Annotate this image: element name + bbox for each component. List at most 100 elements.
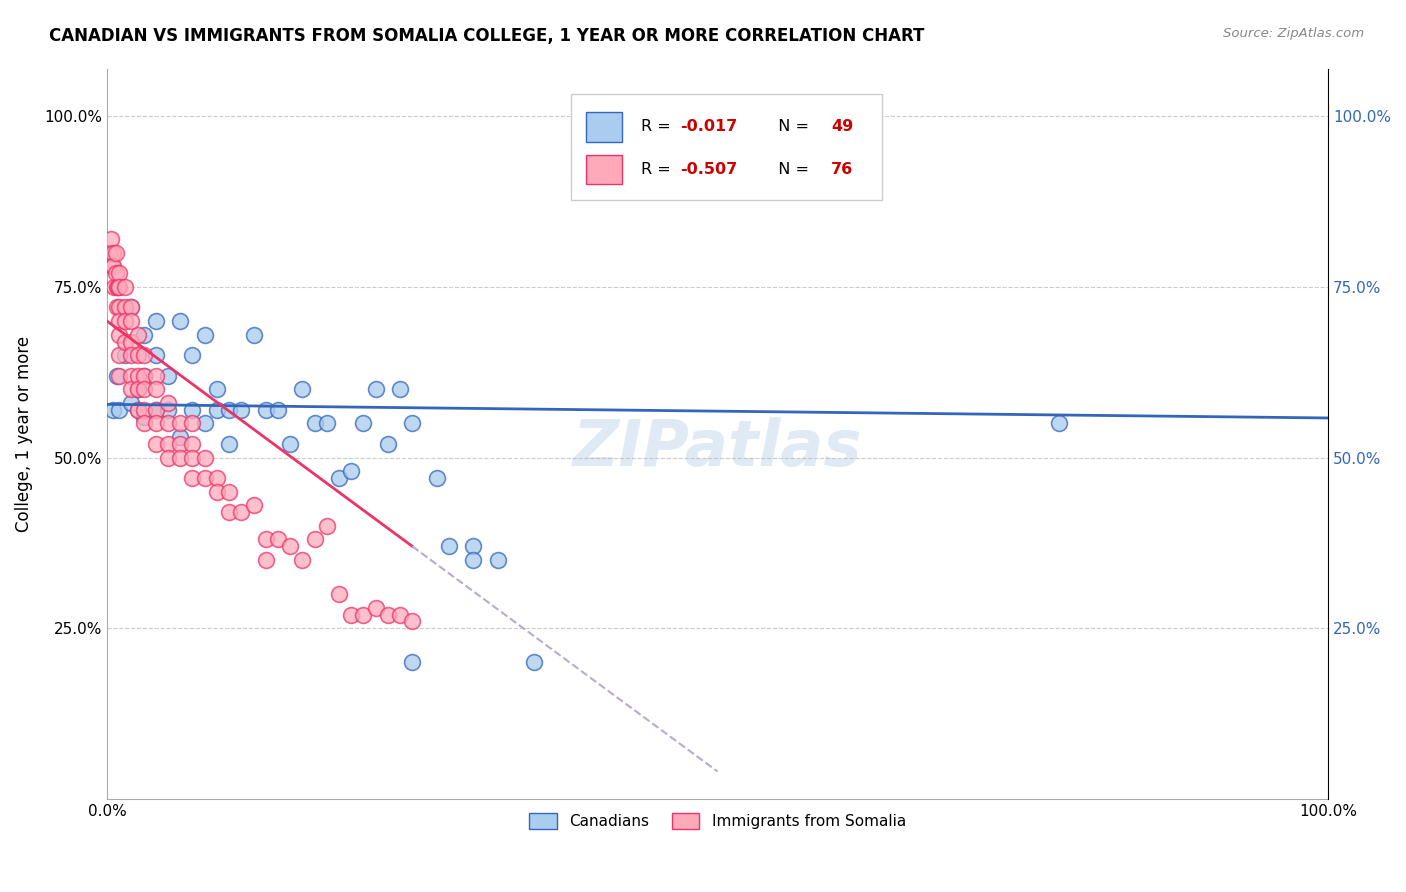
Text: CANADIAN VS IMMIGRANTS FROM SOMALIA COLLEGE, 1 YEAR OR MORE CORRELATION CHART: CANADIAN VS IMMIGRANTS FROM SOMALIA COLL…	[49, 27, 925, 45]
Point	[114, 348, 136, 362]
Point	[364, 382, 387, 396]
Point	[127, 327, 149, 342]
Point	[523, 656, 546, 670]
Point	[145, 402, 167, 417]
Point	[194, 327, 217, 342]
Point	[103, 280, 125, 294]
Point	[145, 417, 167, 431]
Point	[120, 396, 142, 410]
Point	[157, 417, 180, 431]
Point	[194, 450, 217, 465]
Point	[304, 417, 326, 431]
Point	[291, 382, 314, 396]
Point	[145, 382, 167, 396]
Point	[127, 382, 149, 396]
Point	[486, 553, 509, 567]
Point	[169, 417, 191, 431]
Point	[205, 484, 228, 499]
Point	[104, 245, 127, 260]
Point	[218, 402, 240, 417]
Point	[328, 587, 350, 601]
Point	[194, 417, 217, 431]
Text: ZIPatlas: ZIPatlas	[572, 417, 862, 479]
Point	[340, 607, 363, 622]
Point	[127, 368, 149, 383]
Point	[132, 327, 155, 342]
Point	[107, 280, 129, 294]
Point	[169, 450, 191, 465]
Point	[401, 656, 423, 670]
Point	[278, 539, 301, 553]
Point	[108, 368, 131, 383]
Point	[145, 437, 167, 451]
Point	[105, 280, 128, 294]
Point	[340, 464, 363, 478]
Point	[108, 402, 131, 417]
Point	[242, 327, 264, 342]
Point	[145, 368, 167, 383]
Point	[145, 348, 167, 362]
Point	[352, 417, 374, 431]
Point	[463, 539, 485, 553]
Point	[108, 266, 131, 280]
FancyBboxPatch shape	[571, 94, 883, 200]
Point	[120, 368, 142, 383]
Point	[132, 382, 155, 396]
Point	[101, 260, 124, 274]
Text: N =: N =	[768, 161, 814, 177]
Point	[401, 417, 423, 431]
Point	[267, 533, 290, 547]
Point	[132, 409, 155, 424]
Point	[120, 314, 142, 328]
Y-axis label: College, 1 year or more: College, 1 year or more	[15, 335, 32, 532]
Text: 49: 49	[831, 120, 853, 135]
Point	[157, 450, 180, 465]
Point	[108, 301, 131, 315]
Point	[104, 266, 127, 280]
Point	[114, 301, 136, 315]
Text: 76: 76	[831, 161, 853, 177]
Point	[181, 402, 204, 417]
Point	[169, 314, 191, 328]
Point	[181, 471, 204, 485]
Point	[100, 232, 122, 246]
Point	[120, 334, 142, 349]
Point	[145, 402, 167, 417]
Text: N =: N =	[768, 120, 814, 135]
Point	[463, 553, 485, 567]
Text: R =: R =	[641, 161, 681, 177]
Point	[315, 417, 337, 431]
Point	[254, 402, 277, 417]
Point	[98, 245, 121, 260]
Point	[101, 260, 124, 274]
Point	[181, 417, 204, 431]
Point	[132, 402, 155, 417]
Point	[304, 533, 326, 547]
Point	[194, 471, 217, 485]
Point	[364, 600, 387, 615]
Point	[205, 382, 228, 396]
Point	[218, 437, 240, 451]
Point	[181, 437, 204, 451]
Point	[231, 402, 253, 417]
Point	[389, 607, 412, 622]
Point	[157, 396, 180, 410]
Point	[108, 327, 131, 342]
Point	[181, 348, 204, 362]
Point	[108, 280, 131, 294]
Point	[157, 368, 180, 383]
Point	[315, 518, 337, 533]
Point	[127, 348, 149, 362]
Text: -0.507: -0.507	[679, 161, 737, 177]
Point	[254, 533, 277, 547]
Point	[105, 301, 128, 315]
Point	[205, 471, 228, 485]
Point	[120, 301, 142, 315]
Point	[352, 607, 374, 622]
Point	[267, 402, 290, 417]
Point	[426, 471, 449, 485]
Point	[1049, 417, 1071, 431]
Point	[127, 402, 149, 417]
Point	[254, 553, 277, 567]
Point	[127, 382, 149, 396]
